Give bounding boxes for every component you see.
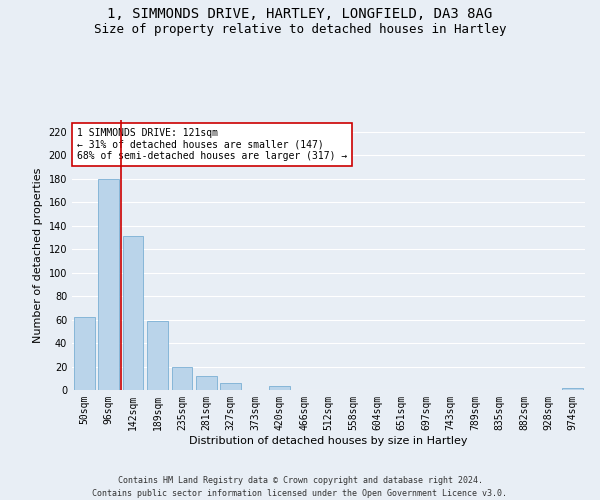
- X-axis label: Distribution of detached houses by size in Hartley: Distribution of detached houses by size …: [189, 436, 468, 446]
- Bar: [220, 383, 241, 390]
- Bar: [147, 320, 168, 390]
- Text: Contains public sector information licensed under the Open Government Licence v3: Contains public sector information licen…: [92, 489, 508, 498]
- Bar: [172, 366, 193, 390]
- Bar: [196, 376, 217, 390]
- Text: 1 SIMMONDS DRIVE: 121sqm
← 31% of detached houses are smaller (147)
68% of semi-: 1 SIMMONDS DRIVE: 121sqm ← 31% of detach…: [77, 128, 347, 162]
- Text: Contains HM Land Registry data © Crown copyright and database right 2024.: Contains HM Land Registry data © Crown c…: [118, 476, 482, 485]
- Text: 1, SIMMONDS DRIVE, HARTLEY, LONGFIELD, DA3 8AG: 1, SIMMONDS DRIVE, HARTLEY, LONGFIELD, D…: [107, 8, 493, 22]
- Bar: [74, 317, 95, 390]
- Y-axis label: Number of detached properties: Number of detached properties: [33, 168, 43, 342]
- Bar: [562, 388, 583, 390]
- Bar: [98, 178, 119, 390]
- Bar: [269, 386, 290, 390]
- Text: Size of property relative to detached houses in Hartley: Size of property relative to detached ho…: [94, 22, 506, 36]
- Bar: [122, 236, 143, 390]
